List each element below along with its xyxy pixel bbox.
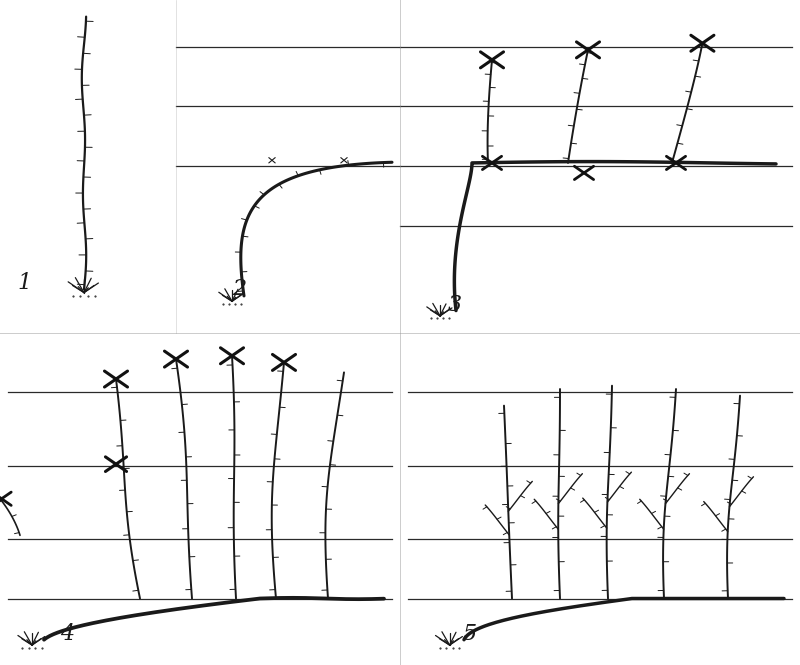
Text: 3: 3 (448, 293, 462, 316)
Text: 5: 5 (462, 622, 477, 645)
Text: 4: 4 (60, 622, 74, 645)
Text: 1: 1 (18, 272, 32, 295)
Text: 2: 2 (232, 277, 246, 300)
